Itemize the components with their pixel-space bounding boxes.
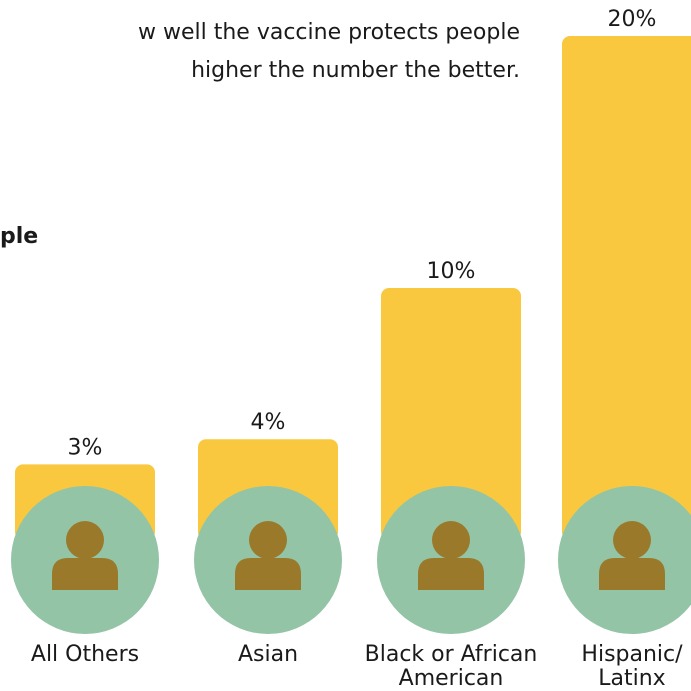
value-label-3: 10% (427, 259, 476, 284)
person-icon (194, 486, 342, 634)
category-label-1: All Others (0, 643, 185, 667)
category-label-line: Hispanic/ (581, 642, 683, 667)
person-icon (11, 486, 159, 634)
headline: w well the vaccine protects people highe… (0, 14, 520, 90)
category-label-2: Asian (168, 643, 368, 667)
category-label-3: Black or African American (351, 643, 551, 691)
category-label-line: Asian (237, 642, 299, 667)
value-label-2: 4% (251, 410, 286, 435)
bar-4 (562, 36, 691, 540)
category-label-line: Black or African (364, 642, 538, 667)
person-icon (377, 486, 525, 634)
category-label-line: All Others (30, 642, 140, 667)
category-label-4: Hispanic/Latinx (532, 643, 691, 691)
headline-line-1: w well the vaccine protects people (137, 20, 520, 45)
bar-3 (381, 288, 521, 540)
category-label-line: American (398, 666, 504, 691)
value-label-4: 20% (608, 7, 657, 32)
person-icon (558, 486, 691, 634)
category-label-line: Latinx (598, 666, 666, 691)
headline-line-2: higher the number the better. (191, 58, 520, 83)
chart-subheading: ple (0, 224, 39, 249)
value-label-1: 3% (68, 435, 103, 460)
